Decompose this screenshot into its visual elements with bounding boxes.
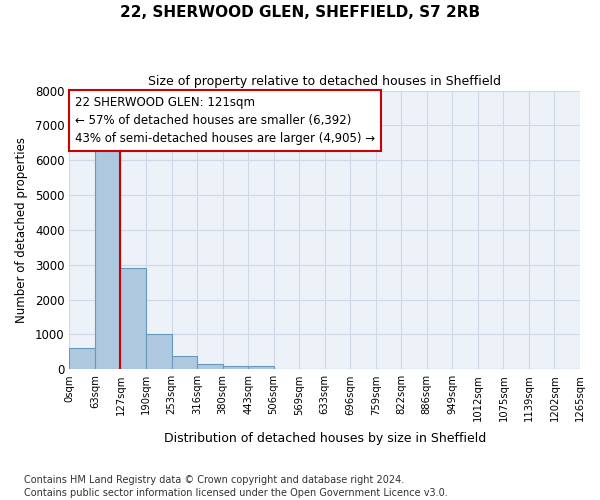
Bar: [223, 366, 248, 370]
Bar: [70, 348, 95, 370]
Text: 22, SHERWOOD GLEN, SHEFFIELD, S7 2RB: 22, SHERWOOD GLEN, SHEFFIELD, S7 2RB: [120, 5, 480, 20]
Y-axis label: Number of detached properties: Number of detached properties: [15, 137, 28, 323]
Text: 22 SHERWOOD GLEN: 121sqm
← 57% of detached houses are smaller (6,392)
43% of sem: 22 SHERWOOD GLEN: 121sqm ← 57% of detach…: [74, 96, 374, 145]
Bar: [146, 334, 172, 370]
Bar: [172, 356, 197, 370]
Title: Size of property relative to detached houses in Sheffield: Size of property relative to detached ho…: [148, 75, 501, 88]
Bar: [248, 366, 274, 370]
Text: Contains public sector information licensed under the Open Government Licence v3: Contains public sector information licen…: [24, 488, 448, 498]
Bar: [197, 364, 223, 370]
X-axis label: Distribution of detached houses by size in Sheffield: Distribution of detached houses by size …: [164, 432, 486, 445]
Bar: [121, 268, 146, 370]
Bar: [95, 146, 121, 370]
Text: Contains HM Land Registry data © Crown copyright and database right 2024.: Contains HM Land Registry data © Crown c…: [24, 475, 404, 485]
